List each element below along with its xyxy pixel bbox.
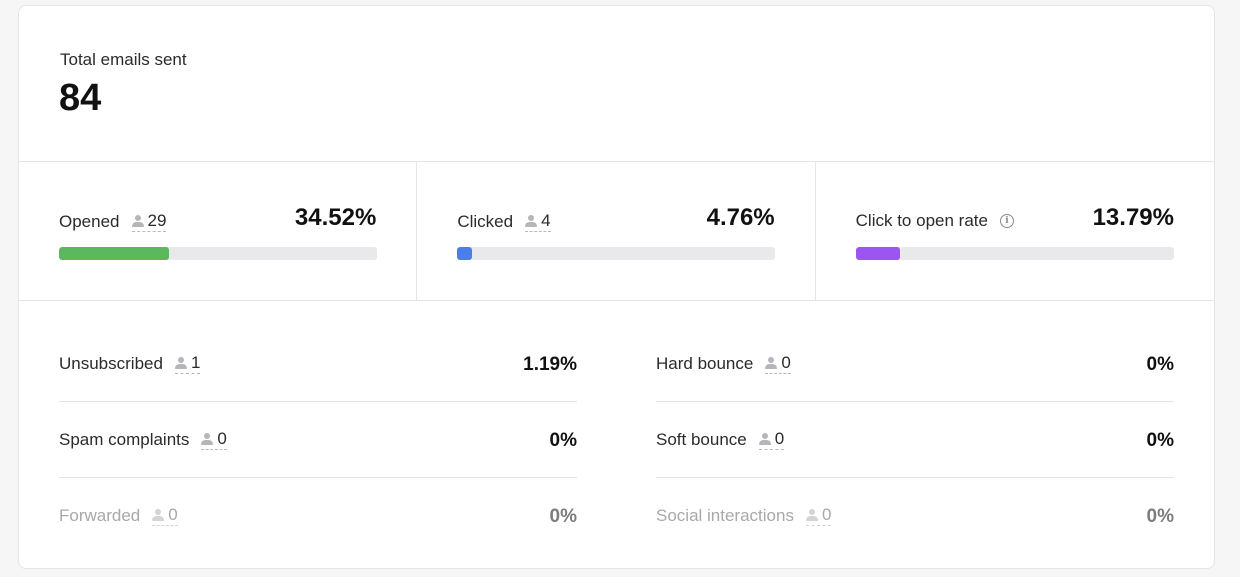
right-column: Hard bounce 0 0% Soft bounce 0 0% (656, 326, 1174, 554)
stat-row-unsubscribed: Unsubscribed 1 1.19% (59, 326, 577, 402)
metric-label: Clicked (457, 211, 514, 231)
stat-count[interactable]: 0 (201, 429, 227, 450)
metric-label: Opened (59, 211, 120, 231)
stat-row-social-interactions: Social interactions 0 0% (656, 478, 1174, 554)
stat-percent: 0% (549, 430, 577, 451)
stat-row-forwarded: Forwarded 0 0% (59, 478, 577, 554)
count-value: 0 (217, 429, 227, 448)
stat-label: Forwarded (59, 505, 141, 525)
metric-percent: 4.76% (706, 204, 775, 231)
stat-label: Soft bounce (656, 429, 747, 449)
metric-percent: 34.52% (294, 204, 377, 231)
stat-percent: 0% (549, 506, 577, 527)
progress-bar (59, 247, 377, 260)
stat-row-hard-bounce: Hard bounce 0 0% (656, 326, 1174, 402)
count-value: 1 (190, 353, 201, 372)
progress-fill (855, 247, 900, 260)
metric-opened: Opened 29 34.52% (19, 162, 418, 300)
count-value: 4 (541, 211, 551, 230)
person-icon (201, 432, 214, 445)
total-section: Total emails sent 84 (19, 6, 1214, 162)
stat-label: Hard bounce (656, 353, 754, 373)
total-emails-label: Total emails sent (60, 50, 187, 69)
progress-bar (457, 247, 776, 260)
person-icon (765, 356, 778, 369)
progress-fill (457, 247, 473, 260)
stat-label: Unsubscribed (59, 353, 163, 373)
metric-label: Click to open rate (855, 211, 988, 230)
metric-clicked: Clicked 4 4.76% (417, 162, 816, 300)
info-icon[interactable]: i (999, 214, 1014, 228)
metric-click-to-open-rate: Click to open rate i 13.79% (816, 162, 1214, 300)
count-value: 0 (821, 505, 832, 524)
total-emails-value: 84 (59, 77, 102, 119)
progress-bar (855, 247, 1174, 260)
stat-row-spam-complaints: Spam complaints 0 0% (59, 402, 577, 478)
stat-count[interactable]: 1 (174, 353, 201, 374)
count-value: 0 (774, 429, 785, 448)
stat-count: 0 (805, 505, 832, 526)
count-value: 0 (168, 505, 178, 524)
opened-count[interactable]: 29 (131, 211, 167, 232)
metric-percent: 13.79% (1092, 204, 1174, 231)
person-icon (174, 356, 187, 369)
stat-count[interactable]: 0 (765, 353, 791, 374)
stat-percent: 0% (1146, 354, 1174, 375)
person-icon (758, 432, 771, 445)
metrics-row: Opened 29 34.52% Clicked 4 4.76% (19, 162, 1214, 301)
detail-stats: Unsubscribed 1 1.19% Spam complaints 0 (19, 301, 1214, 568)
stat-percent: 1.19% (523, 354, 577, 375)
person-icon (131, 214, 144, 227)
stat-row-soft-bounce: Soft bounce 0 0% (656, 402, 1174, 478)
stat-percent: 0% (1146, 506, 1174, 527)
stat-percent: 0% (1146, 430, 1174, 451)
stat-count[interactable]: 0 (758, 429, 785, 450)
person-icon (152, 508, 165, 521)
count-value: 29 (147, 211, 167, 230)
stat-label: Social interactions (656, 505, 794, 525)
person-icon (525, 214, 538, 227)
left-column: Unsubscribed 1 1.19% Spam complaints 0 (59, 326, 577, 554)
stat-count: 0 (152, 505, 178, 526)
stat-label: Spam complaints (59, 429, 190, 449)
email-stats-card: Total emails sent 84 Opened 29 34.52% Cl… (18, 5, 1215, 569)
count-value: 0 (781, 353, 791, 372)
progress-fill (59, 247, 169, 260)
clicked-count[interactable]: 4 (525, 211, 551, 232)
person-icon (805, 508, 818, 521)
